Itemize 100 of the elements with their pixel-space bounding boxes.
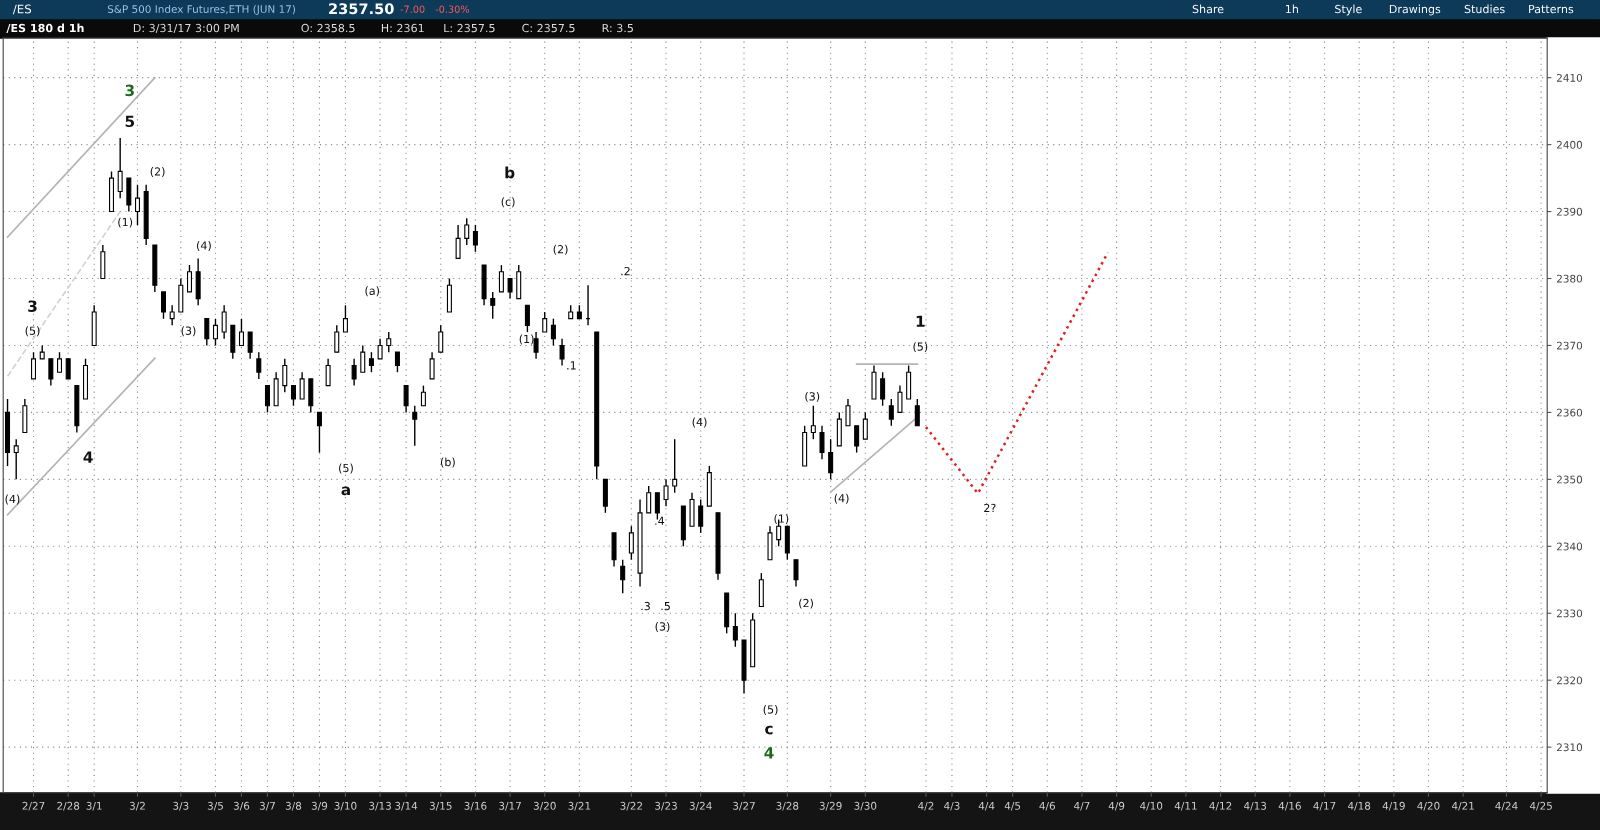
annotation: 2? (984, 503, 996, 513)
annotation: (4) (692, 417, 707, 428)
x-tick-label: 3/23 (655, 801, 677, 811)
candlestick (316, 411, 322, 454)
candlestick (256, 351, 262, 380)
annotation: (3) (181, 326, 196, 337)
text: Patterns (1529, 4, 1574, 14)
x-tick-label: 3/3 (173, 801, 189, 811)
text: 1h (1286, 4, 1298, 14)
x-tick-label: 4/7 (1074, 802, 1090, 811)
text: /ES (12, 4, 32, 15)
candlestick (282, 358, 288, 394)
x-tick-label: 2/27 (22, 801, 45, 811)
candlestick (264, 384, 270, 414)
candlestick (620, 558, 626, 594)
x-tick-label: 3/24 (689, 801, 712, 811)
candlestick (646, 485, 652, 514)
candlestick (360, 344, 366, 373)
candlestick (221, 304, 227, 340)
candlestick (57, 351, 63, 373)
candlestick (169, 304, 175, 327)
annotation: 3 (28, 300, 37, 312)
x-tick-label: 4/4 (978, 802, 995, 811)
annotation: b (505, 166, 515, 179)
candlestick (559, 338, 565, 367)
text: -0.30% (435, 5, 470, 13)
x-tick-label: 4/21 (1451, 801, 1474, 811)
text: Style (1335, 4, 1362, 16)
candlestick (65, 358, 71, 380)
candlestick (533, 331, 539, 360)
candlestick (880, 371, 886, 407)
annotation: 1 (916, 315, 925, 327)
annotation: (4) (5, 494, 20, 505)
x-tick-label: 4/16 (1278, 801, 1301, 811)
x-tick-label: 3/1 (86, 801, 102, 811)
y-tick-label: 2400 (1556, 140, 1583, 149)
annotation: 4 (764, 747, 774, 759)
x-tick-label: 3/9 (311, 801, 328, 811)
candlestick (134, 184, 141, 226)
candlestick (793, 558, 799, 588)
annotation: (3) (805, 391, 820, 402)
candlestick (862, 411, 868, 440)
text: -7.00 (400, 5, 425, 13)
annotation: .4 (655, 516, 665, 525)
x-tick-label: 3/5 (207, 801, 223, 811)
text: H: 2361 (381, 23, 424, 33)
y-tick-label: 2360 (1556, 408, 1583, 417)
candlestick (897, 384, 903, 414)
y-tick-label: 2340 (1556, 542, 1583, 551)
annotation: a (341, 486, 350, 496)
annotation: (4) (197, 241, 211, 251)
candlestick (472, 224, 478, 253)
candlestick (698, 498, 704, 534)
candlestick (160, 291, 166, 320)
annotation: (4) (834, 493, 849, 504)
annotation: (3) (655, 622, 670, 632)
annotation: (5) (913, 342, 928, 353)
candlestick (403, 384, 409, 414)
candlestick (48, 358, 54, 387)
candlestick (490, 291, 496, 320)
x-tick-label: 4/18 (1348, 801, 1371, 811)
annotation: (a) (365, 286, 379, 297)
x-tick-label: 4/13 (1244, 801, 1267, 811)
annotation: 5 (125, 115, 135, 128)
y-tick-label: 2390 (1556, 207, 1583, 216)
x-tick-label: 4/9 (1108, 801, 1125, 811)
candlestick (342, 304, 348, 333)
x-tick-label: 3/14 (395, 801, 418, 811)
candlestick (212, 317, 218, 347)
x-tick-label: 4/17 (1313, 802, 1336, 811)
x-tick-label: 4/12 (1209, 801, 1232, 811)
annotation: (2) (150, 167, 165, 178)
x-tick-label: 3/2 (129, 801, 145, 811)
candlestick (888, 398, 894, 427)
x-tick-label: 3/15 (429, 801, 452, 811)
candlestick (412, 405, 418, 447)
annotation: (5) (25, 326, 40, 337)
x-tick-label: 4/19 (1382, 801, 1405, 811)
x-tick-label: 4/3 (944, 801, 960, 811)
candlestick (438, 324, 444, 353)
y-tick-label: 2350 (1556, 475, 1583, 484)
text: O: 2358.5 (301, 23, 355, 33)
x-tick-label: 4/25 (1529, 801, 1552, 811)
candlestick (550, 317, 556, 347)
text: Studies (1464, 4, 1505, 14)
annotation: (5) (763, 705, 778, 715)
x-tick-label: 3/21 (568, 801, 591, 811)
x-tick-label: 4/5 (1004, 802, 1021, 811)
annotation: (c) (501, 197, 515, 208)
x-tick-label: 3/16 (464, 801, 487, 811)
candlestick (334, 324, 340, 353)
x-tick-label: 4/20 (1417, 801, 1440, 811)
x-tick-label: 4/10 (1140, 801, 1163, 811)
x-tick-label: 4/24 (1495, 801, 1518, 811)
chart-title: /ES 180 d 1h (6, 23, 84, 34)
candlestick (386, 331, 392, 353)
annotation: .3 (641, 601, 650, 611)
x-tick-label: 4/6 (1039, 801, 1055, 811)
y-tick-label: 2310 (1556, 743, 1583, 752)
annotation: .1 (567, 361, 576, 370)
